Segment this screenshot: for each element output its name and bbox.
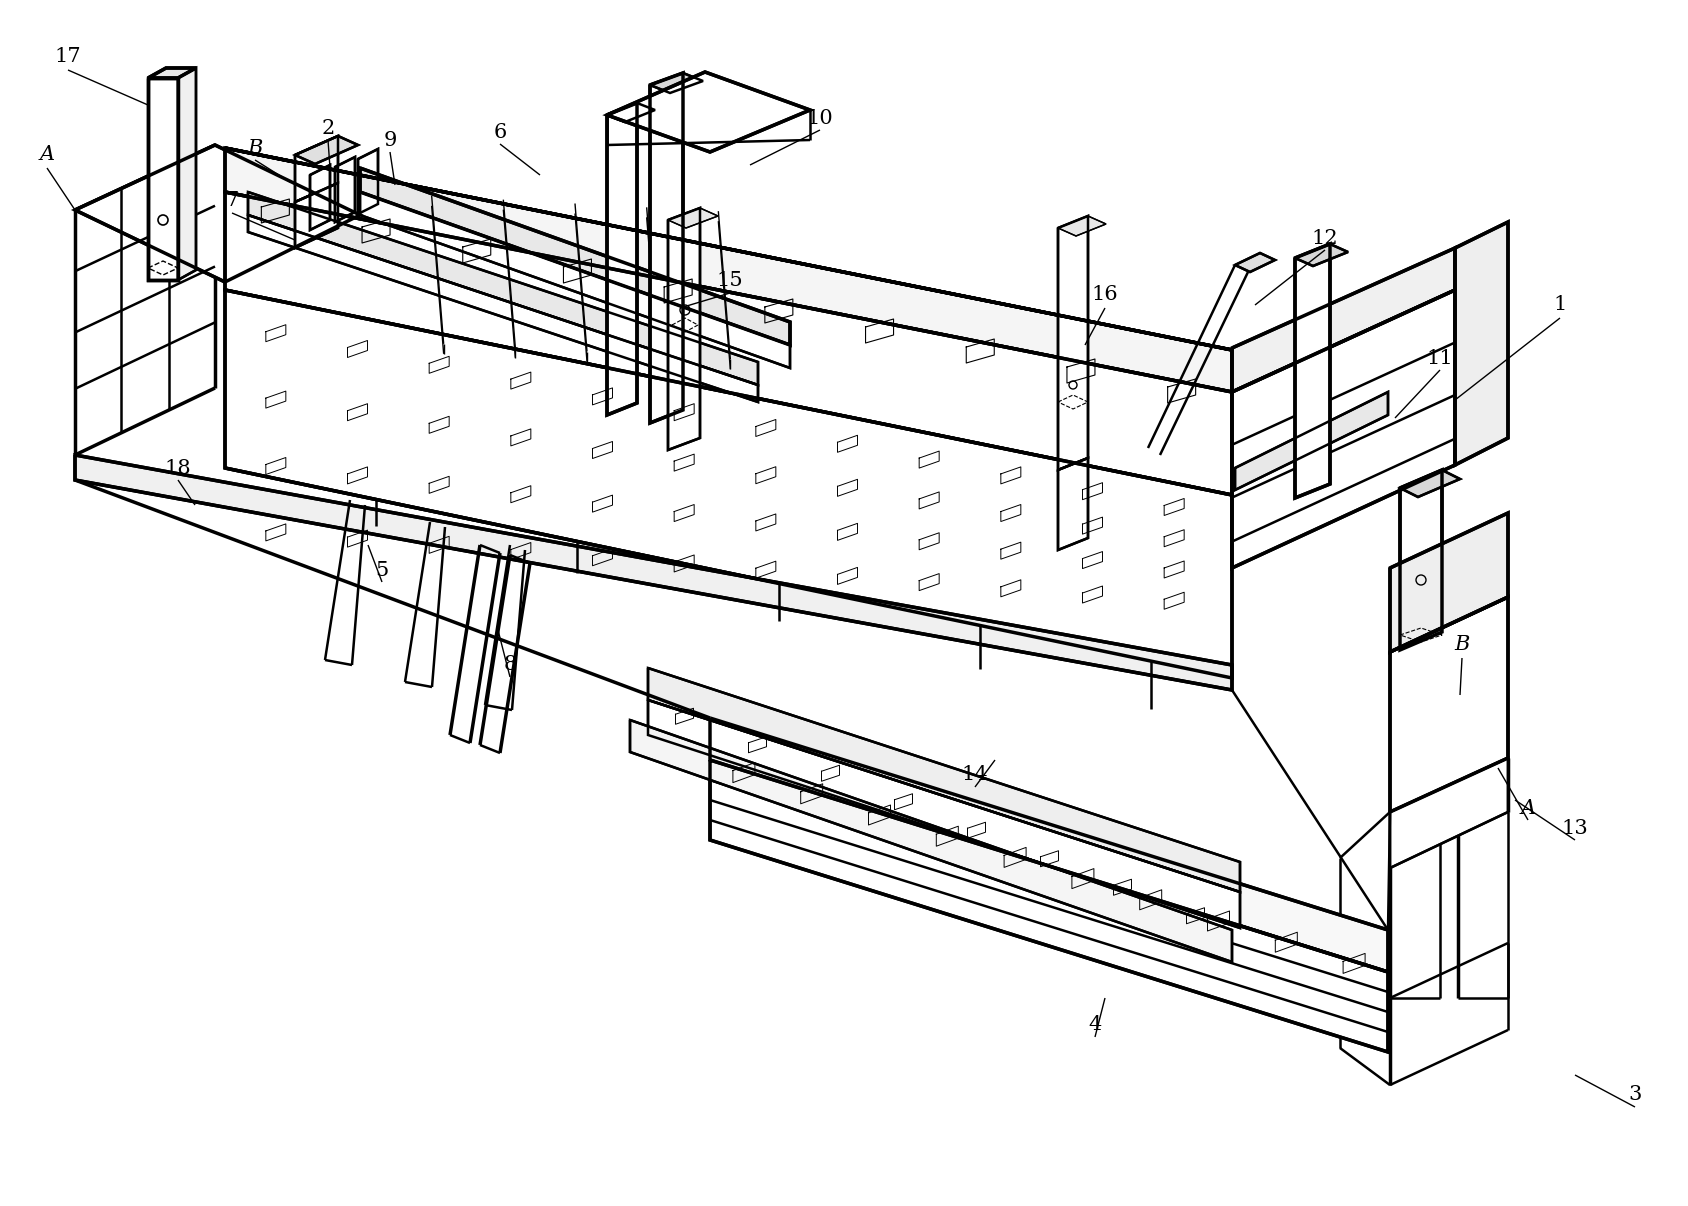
Polygon shape — [608, 103, 636, 415]
Polygon shape — [1399, 470, 1442, 650]
Polygon shape — [295, 136, 338, 201]
Polygon shape — [360, 192, 790, 368]
Text: 18: 18 — [165, 458, 191, 478]
Polygon shape — [295, 136, 358, 164]
Polygon shape — [1295, 244, 1330, 498]
Text: 9: 9 — [383, 130, 397, 150]
Polygon shape — [74, 455, 1232, 690]
Polygon shape — [311, 165, 329, 230]
Polygon shape — [711, 718, 1388, 972]
Polygon shape — [248, 215, 758, 402]
Polygon shape — [668, 207, 701, 450]
Polygon shape — [711, 760, 1388, 1052]
Polygon shape — [650, 74, 702, 93]
Polygon shape — [1236, 392, 1388, 490]
Polygon shape — [225, 192, 1232, 494]
Polygon shape — [149, 78, 177, 280]
Polygon shape — [295, 183, 338, 248]
Polygon shape — [1058, 216, 1106, 236]
Text: 2: 2 — [321, 118, 334, 137]
Polygon shape — [648, 668, 1241, 892]
Text: 11: 11 — [1426, 349, 1453, 368]
Polygon shape — [360, 168, 790, 345]
Text: A: A — [39, 146, 54, 164]
Polygon shape — [177, 68, 196, 280]
Text: 15: 15 — [717, 270, 743, 289]
Text: 3: 3 — [1629, 1085, 1642, 1105]
Text: B: B — [1455, 636, 1470, 655]
Polygon shape — [1236, 253, 1274, 273]
Text: 8: 8 — [503, 656, 517, 674]
Polygon shape — [648, 699, 1241, 927]
Text: 10: 10 — [807, 109, 834, 128]
Polygon shape — [1389, 597, 1507, 812]
Polygon shape — [225, 289, 1232, 678]
Polygon shape — [1295, 244, 1349, 267]
Polygon shape — [1058, 216, 1089, 470]
Text: 16: 16 — [1092, 286, 1119, 304]
Text: 13: 13 — [1561, 819, 1588, 837]
Text: 6: 6 — [493, 123, 506, 141]
Text: 14: 14 — [962, 766, 987, 784]
Polygon shape — [668, 207, 717, 228]
Polygon shape — [650, 74, 684, 423]
Text: 17: 17 — [54, 47, 81, 66]
Polygon shape — [1455, 222, 1507, 466]
Polygon shape — [1232, 289, 1455, 568]
Polygon shape — [608, 72, 810, 152]
Polygon shape — [1389, 759, 1507, 868]
Polygon shape — [358, 150, 378, 213]
Polygon shape — [608, 103, 655, 122]
Polygon shape — [1389, 513, 1507, 652]
Polygon shape — [225, 148, 1232, 392]
Polygon shape — [334, 157, 354, 222]
Text: 1: 1 — [1553, 295, 1566, 315]
Polygon shape — [149, 68, 196, 78]
Polygon shape — [1399, 470, 1460, 497]
Text: 7: 7 — [226, 191, 238, 210]
Text: B: B — [248, 139, 263, 158]
Text: 4: 4 — [1089, 1015, 1102, 1035]
Text: 12: 12 — [1312, 228, 1339, 247]
Polygon shape — [630, 720, 1232, 962]
Text: 5: 5 — [375, 561, 388, 580]
Text: A: A — [1521, 798, 1536, 818]
Polygon shape — [74, 145, 360, 282]
Polygon shape — [1232, 248, 1455, 392]
Polygon shape — [248, 192, 758, 385]
Polygon shape — [1058, 458, 1089, 550]
Polygon shape — [225, 148, 1232, 350]
